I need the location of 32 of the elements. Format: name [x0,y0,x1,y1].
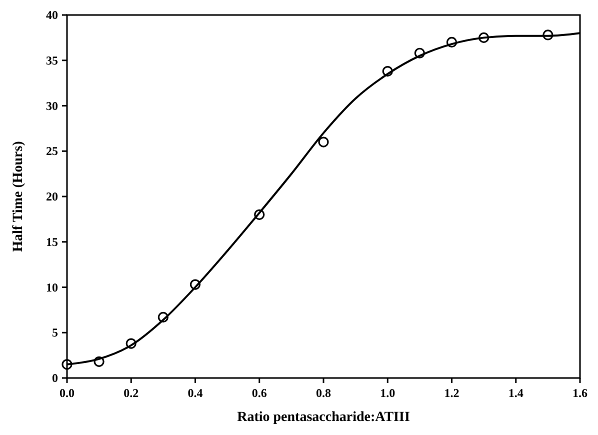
y-tick-label: 10 [46,280,58,294]
x-tick-label: 1.6 [572,386,588,400]
point [94,356,104,367]
y-axis-title: Half Time (Hours) [11,140,26,252]
y-tick-label: 35 [46,53,58,68]
point [478,32,490,43]
x-tick-label: 0.6 [252,386,267,400]
point [62,359,72,370]
y-tick-label: 5 [52,326,58,340]
y-tick-label: 30 [46,98,58,113]
x-tick-label: 0.4 [188,386,203,400]
y-tick-label: 0 [52,371,58,385]
x-tick-label: 0.8 [316,386,331,400]
x-tick-label: 0.2 [124,386,139,400]
y-tick-label: 20 [46,190,58,204]
point [446,36,458,48]
x-tick-label: 0.0 [60,386,74,400]
y-tick-label: 25 [46,144,58,158]
y-tick-label: 40 [46,8,58,22]
point [542,30,554,40]
point [254,209,265,220]
x-tick-label: 1.2 [444,386,460,400]
y-tick-label: 15 [46,234,58,249]
point [126,338,136,349]
point [190,279,201,290]
x-tick-label: 1.4 [508,386,524,400]
x-axis-title: Ratio pentasaccharide:ATIII [237,410,410,425]
point [382,66,393,77]
point [318,136,329,148]
point [158,312,168,322]
x-tick-label: 1.0 [380,386,396,400]
point [414,48,425,58]
